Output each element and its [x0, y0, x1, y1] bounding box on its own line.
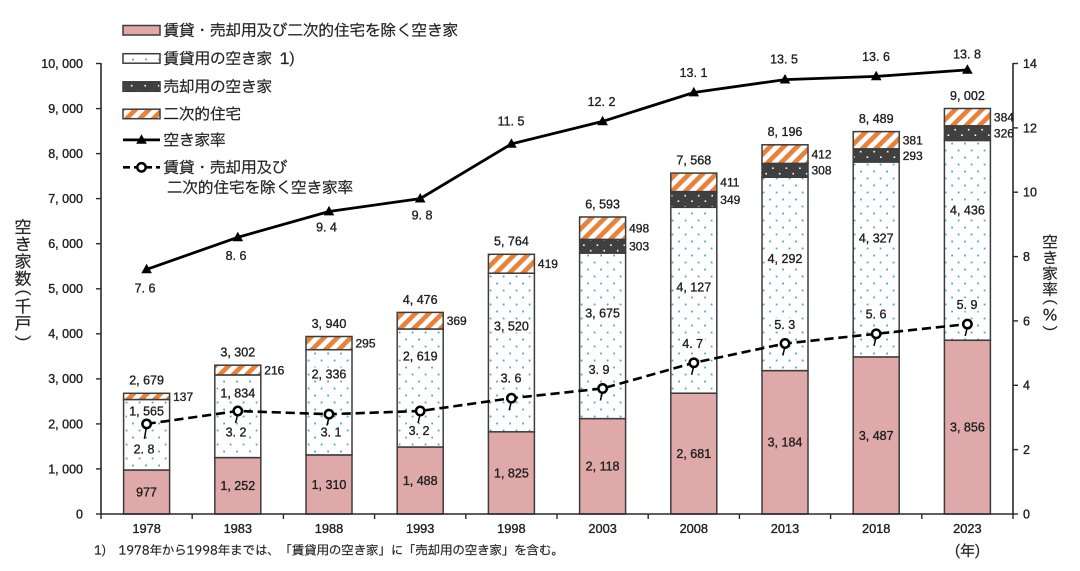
svg-text:4, 436: 4, 436	[950, 203, 985, 217]
svg-text:216: 216	[264, 364, 284, 378]
svg-text:3, 000: 3, 000	[48, 372, 83, 386]
svg-text:381: 381	[903, 134, 923, 148]
svg-text:349: 349	[720, 193, 740, 207]
svg-text:3, 940: 3, 940	[312, 317, 347, 331]
svg-text:9, 002: 9, 002	[950, 89, 985, 103]
svg-text:308: 308	[812, 164, 832, 178]
svg-text:326: 326	[994, 127, 1014, 141]
svg-text:2, 619: 2, 619	[403, 349, 438, 363]
svg-text:3, 856: 3, 856	[950, 421, 985, 435]
svg-text:5. 9: 5. 9	[957, 298, 978, 312]
svg-text:419: 419	[538, 257, 558, 271]
svg-text:13. 8: 13. 8	[953, 47, 981, 61]
svg-text:8: 8	[1023, 250, 1030, 264]
svg-text:8, 489: 8, 489	[859, 112, 894, 126]
svg-text:2013: 2013	[771, 521, 799, 536]
svg-text:3. 1: 3. 1	[321, 425, 342, 439]
svg-text:411: 411	[720, 176, 739, 190]
svg-text:10, 000: 10, 000	[41, 57, 83, 71]
svg-text:137: 137	[173, 390, 193, 404]
svg-text:0: 0	[1023, 507, 1030, 521]
svg-text:8, 000: 8, 000	[48, 147, 83, 161]
svg-text:295: 295	[356, 337, 376, 351]
svg-text:4, 127: 4, 127	[676, 280, 711, 294]
svg-text:384: 384	[994, 111, 1014, 125]
svg-text:9. 8: 9. 8	[412, 208, 433, 222]
svg-text:7, 568: 7, 568	[676, 154, 711, 168]
svg-text:13. 6: 13. 6	[862, 50, 890, 64]
svg-text:3. 2: 3. 2	[226, 425, 247, 439]
svg-text:8, 196: 8, 196	[768, 125, 803, 139]
svg-text:3. 9: 3. 9	[589, 363, 610, 377]
svg-text:1, 252: 1, 252	[220, 479, 255, 493]
svg-text:3, 487: 3, 487	[859, 429, 894, 443]
svg-text:2, 118: 2, 118	[586, 460, 620, 474]
svg-text:6, 000: 6, 000	[48, 237, 83, 251]
svg-text:2003: 2003	[588, 521, 616, 536]
svg-text:1, 310: 1, 310	[312, 478, 347, 492]
svg-text:3, 675: 3, 675	[585, 306, 620, 320]
svg-text:9, 000: 9, 000	[48, 102, 83, 116]
svg-text:1993: 1993	[406, 521, 434, 536]
svg-text:4, 476: 4, 476	[403, 293, 438, 307]
svg-text:2, 336: 2, 336	[312, 367, 347, 381]
svg-text:1983: 1983	[224, 521, 252, 536]
svg-text:498: 498	[629, 222, 649, 236]
svg-text:5, 764: 5, 764	[494, 235, 529, 249]
svg-text:1988: 1988	[315, 521, 343, 536]
svg-text:13. 5: 13. 5	[770, 52, 798, 66]
svg-text:1, 565: 1, 565	[129, 404, 164, 418]
svg-text:13. 1: 13. 1	[680, 66, 708, 80]
svg-text:2, 681: 2, 681	[676, 447, 711, 461]
svg-text:7. 6: 7. 6	[135, 282, 156, 296]
svg-text:12. 2: 12. 2	[588, 95, 616, 109]
svg-text:6, 593: 6, 593	[585, 197, 620, 211]
svg-text:12: 12	[1023, 121, 1037, 135]
svg-text:1, 834: 1, 834	[220, 386, 255, 400]
svg-text:1998: 1998	[497, 521, 525, 536]
svg-text:2. 8: 2. 8	[134, 442, 155, 456]
svg-text:2, 000: 2, 000	[48, 417, 83, 431]
svg-text:7, 000: 7, 000	[48, 192, 83, 206]
svg-text:3, 184: 3, 184	[768, 436, 803, 450]
svg-text:977: 977	[136, 485, 157, 499]
svg-text:2, 679: 2, 679	[129, 374, 164, 388]
svg-text:0: 0	[76, 507, 83, 521]
svg-text:3. 2: 3. 2	[409, 424, 430, 438]
svg-text:2008: 2008	[680, 521, 708, 536]
svg-text:1, 825: 1, 825	[494, 466, 529, 480]
svg-text:2018: 2018	[862, 521, 890, 536]
svg-text:4, 327: 4, 327	[859, 231, 894, 245]
svg-text:5. 3: 5. 3	[774, 318, 795, 332]
svg-text:6: 6	[1023, 314, 1030, 328]
svg-text:4. 7: 4. 7	[682, 337, 703, 351]
svg-text:8. 6: 8. 6	[226, 249, 247, 263]
svg-text:1, 000: 1, 000	[48, 462, 83, 476]
svg-text:1, 488: 1, 488	[403, 474, 438, 488]
svg-text:10: 10	[1023, 186, 1037, 200]
svg-text:2: 2	[1023, 443, 1030, 457]
svg-text:14: 14	[1023, 57, 1037, 71]
svg-text:3. 6: 3. 6	[501, 372, 522, 386]
svg-text:303: 303	[629, 240, 649, 254]
svg-text:412: 412	[812, 148, 832, 162]
svg-text:11. 5: 11. 5	[498, 114, 525, 128]
svg-text:3, 520: 3, 520	[494, 319, 529, 333]
svg-text:293: 293	[903, 149, 923, 163]
svg-text:1978: 1978	[132, 521, 160, 536]
svg-text:3, 302: 3, 302	[220, 346, 255, 360]
svg-text:369: 369	[447, 314, 467, 328]
svg-text:2023: 2023	[953, 521, 981, 536]
svg-text:4, 292: 4, 292	[768, 252, 803, 266]
svg-text:4: 4	[1023, 379, 1030, 393]
svg-text:5. 6: 5. 6	[866, 307, 887, 321]
svg-text:9. 4: 9. 4	[316, 220, 337, 234]
svg-text:5, 000: 5, 000	[48, 282, 83, 296]
svg-text:4, 000: 4, 000	[48, 327, 83, 341]
